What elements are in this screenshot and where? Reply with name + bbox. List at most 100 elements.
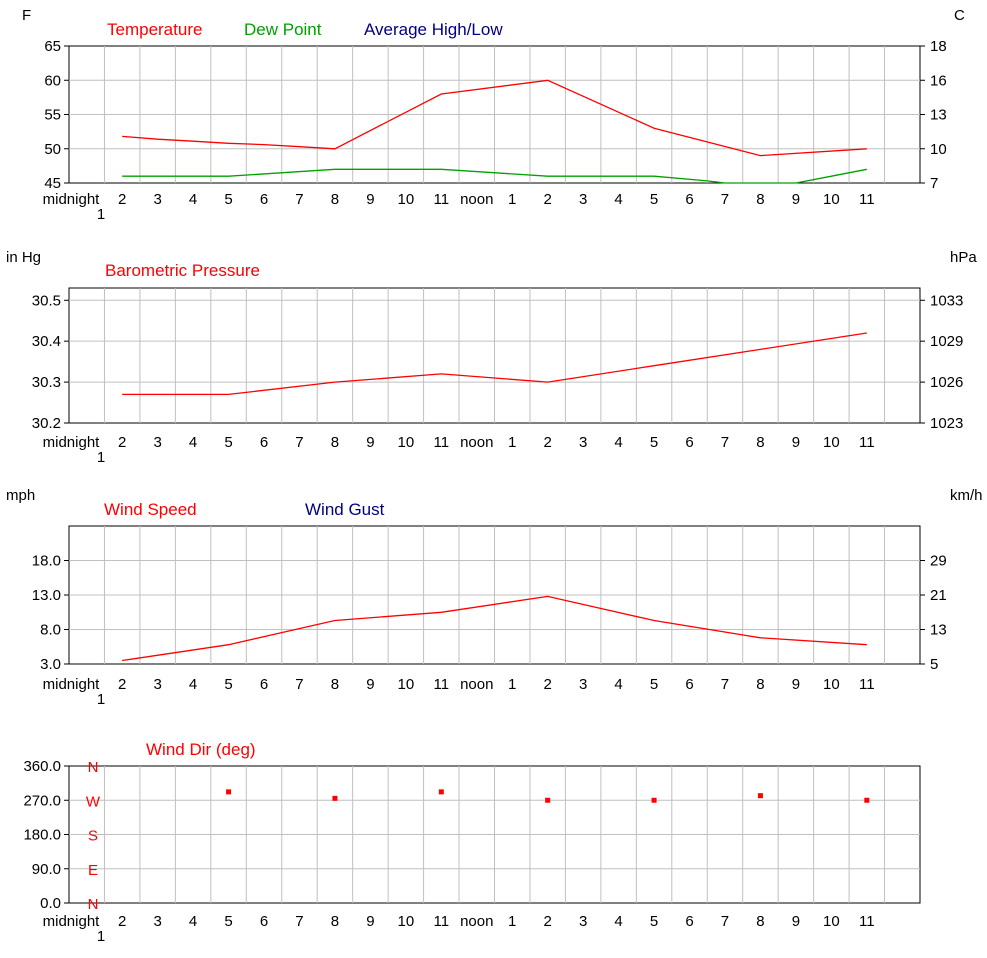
x-tick-label: 10 <box>823 191 840 208</box>
x-tick-label: 11 <box>434 434 450 451</box>
left-unit-label: mph <box>6 487 35 504</box>
x-tick-label: 6 <box>260 913 268 930</box>
x-tick-label: 7 <box>721 434 729 451</box>
x-tick-label: 9 <box>366 913 374 930</box>
legend-entry: Wind Dir (deg) <box>146 740 256 759</box>
x-tick-label: 3 <box>153 434 161 451</box>
x-tick-label: 3 <box>579 913 587 930</box>
x-tick-label: 11 <box>859 191 875 208</box>
x-tick-label: 3 <box>579 434 587 451</box>
x-tick-label: 9 <box>792 676 800 693</box>
x-tick-label: 5 <box>224 676 232 693</box>
x-tick-label: 2 <box>544 913 552 930</box>
x-tick-label: 3 <box>579 191 587 208</box>
y-tick-label-right: 18 <box>930 38 947 55</box>
x-tick-label: 5 <box>650 434 658 451</box>
x-tick-label: 3 <box>579 676 587 693</box>
right-unit-label: km/h <box>950 487 983 504</box>
x-tick-label: 2 <box>118 913 126 930</box>
data-point-3-2 <box>438 789 444 795</box>
x-tick-label: 4 <box>614 434 622 451</box>
y-tick-label-right: 10 <box>930 141 947 158</box>
x-tick-label: 11 <box>434 676 450 693</box>
x-tick-label: midnight <box>43 676 101 693</box>
series-line-0-1 <box>122 168 867 184</box>
x-tick-sublabel: 1 <box>97 206 105 223</box>
series-line-0-0 <box>122 79 867 157</box>
x-tick-label: 10 <box>398 676 415 693</box>
y-tick-label-right: 21 <box>930 587 947 604</box>
x-tick-label: 6 <box>685 191 693 208</box>
x-tick-label: noon <box>460 913 493 930</box>
x-tick-label: 6 <box>260 434 268 451</box>
y-tick-label-left: 45 <box>44 175 61 192</box>
x-tick-label: noon <box>460 191 493 208</box>
x-tick-label: 9 <box>366 191 374 208</box>
y-tick-label-left: 3.0 <box>40 656 61 673</box>
y-tick-label-right: 1023 <box>930 415 963 432</box>
x-tick-label: 3 <box>153 676 161 693</box>
x-tick-label: 8 <box>331 191 339 208</box>
x-tick-label: 10 <box>398 913 415 930</box>
y-tick-label-left: 360.0 <box>23 758 61 775</box>
x-tick-label: 2 <box>544 676 552 693</box>
x-tick-label: 6 <box>260 191 268 208</box>
x-tick-sublabel: 1 <box>97 928 105 945</box>
data-point-3-4 <box>651 797 657 803</box>
y-tick-label-right: 13 <box>930 622 947 639</box>
y-tick-label-left: 8.0 <box>40 622 61 639</box>
x-tick-label: 2 <box>118 434 126 451</box>
x-tick-label: 8 <box>756 191 764 208</box>
data-point-3-1 <box>332 795 338 801</box>
legend-entry: Dew Point <box>244 20 322 39</box>
y-tick-label-right: 1033 <box>930 292 963 309</box>
x-tick-label: 8 <box>756 434 764 451</box>
compass-label: N <box>88 896 99 913</box>
compass-label: W <box>86 793 101 810</box>
x-tick-label: 9 <box>366 676 374 693</box>
x-tick-label: 2 <box>118 191 126 208</box>
x-tick-label: 1 <box>508 676 516 693</box>
legend-entry: Wind Speed <box>104 500 197 519</box>
x-tick-label: 5 <box>650 191 658 208</box>
x-tick-label: midnight <box>43 913 101 930</box>
x-tick-label: 9 <box>792 913 800 930</box>
x-tick-label: 7 <box>721 676 729 693</box>
y-tick-label-left: 60 <box>44 72 61 89</box>
y-tick-label-left: 30.5 <box>32 292 61 309</box>
y-tick-label-right: 5 <box>930 656 938 673</box>
series-line-2-0 <box>122 595 867 662</box>
legend-entry: Temperature <box>107 20 202 39</box>
y-tick-label-left: 180.0 <box>23 827 61 844</box>
x-tick-label: 7 <box>295 434 303 451</box>
x-tick-label: 8 <box>331 676 339 693</box>
legend-entry: Average High/Low <box>364 20 503 39</box>
x-tick-label: 4 <box>189 913 197 930</box>
series-line-1-0 <box>122 332 867 396</box>
x-tick-label: 8 <box>331 434 339 451</box>
y-tick-label-right: 1026 <box>930 374 963 391</box>
y-tick-label-left: 18.0 <box>32 553 61 570</box>
data-point-3-6 <box>864 797 870 803</box>
x-tick-label: 9 <box>792 191 800 208</box>
x-tick-label: 7 <box>721 913 729 930</box>
y-tick-label-left: 30.4 <box>32 333 61 350</box>
x-tick-label: 11 <box>434 191 450 208</box>
x-tick-label: 10 <box>823 676 840 693</box>
x-tick-label: 4 <box>614 913 622 930</box>
compass-label: E <box>88 862 98 879</box>
y-tick-label-left: 65 <box>44 38 61 55</box>
y-tick-label-left: 30.3 <box>32 374 61 391</box>
x-tick-sublabel: 1 <box>97 691 105 708</box>
x-tick-label: 11 <box>434 913 450 930</box>
x-tick-sublabel: 1 <box>97 449 105 466</box>
x-tick-label: 1 <box>508 434 516 451</box>
y-tick-label-right: 7 <box>930 175 938 192</box>
x-tick-label: 7 <box>295 913 303 930</box>
y-tick-label-left: 30.2 <box>32 415 61 432</box>
x-tick-label: 2 <box>118 676 126 693</box>
x-tick-label: midnight <box>43 191 101 208</box>
x-tick-label: 5 <box>650 676 658 693</box>
x-tick-label: 7 <box>721 191 729 208</box>
